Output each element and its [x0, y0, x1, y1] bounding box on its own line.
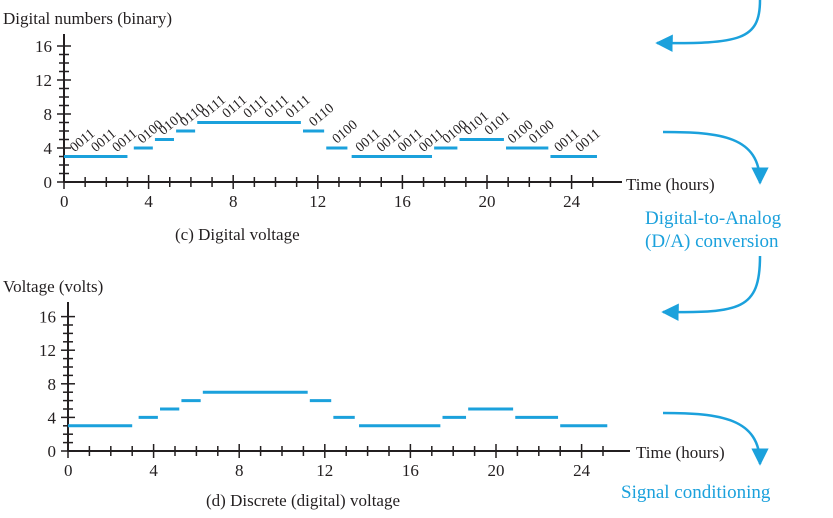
x-tick-label: 12 [309, 192, 326, 211]
y-tick-label: 4 [48, 408, 57, 427]
flow-arrow-top [655, 0, 762, 52]
flow-arrow-d2a-out [661, 255, 762, 321]
chart-c-ylabel: Digital numbers (binary) [3, 9, 172, 28]
x-tick-label: 0 [64, 461, 73, 480]
chart-d-axes [61, 302, 630, 458]
binary-label: 0011 [573, 126, 604, 155]
x-tick-label: 4 [144, 192, 153, 211]
x-tick-label: 24 [573, 461, 591, 480]
y-tick-label: 12 [39, 341, 56, 360]
flow-arrow-d2a [662, 130, 769, 185]
flow-arrow-conditioning [662, 411, 769, 466]
x-tick-label: 16 [402, 461, 419, 480]
d2a-label-line1: Digital-to-Analog [645, 208, 782, 229]
y-tick-label: 16 [39, 308, 56, 327]
chart-d-caption: (d) Discrete (digital) voltage [206, 491, 400, 510]
y-tick-label: 8 [44, 105, 53, 124]
chart-c-axes [57, 34, 622, 189]
chart-c-steps [64, 121, 597, 158]
y-tick-label: 8 [48, 375, 57, 394]
y-tick-label: 16 [35, 37, 52, 56]
chart-digital-voltage: Digital numbers (binary) Time (hours) (c… [3, 9, 715, 244]
x-tick-label: 8 [229, 192, 238, 211]
x-tick-label: 0 [60, 192, 69, 211]
y-tick-label: 4 [44, 139, 53, 158]
chart-d-tick-labels: 0 4 8 12 16 20 24 0 4 8 12 16 [39, 308, 591, 480]
x-tick-label: 12 [316, 461, 333, 480]
x-tick-label: 4 [149, 461, 158, 480]
chart-d-ylabel: Voltage (volts) [3, 277, 103, 296]
binary-label: 0011 [110, 126, 141, 155]
chart-d-steps [68, 390, 608, 428]
y-tick-label: 0 [44, 173, 53, 192]
y-tick-label: 12 [35, 71, 52, 90]
chart-c-caption: (c) Digital voltage [175, 225, 300, 244]
x-tick-label: 20 [479, 192, 496, 211]
x-tick-label: 16 [394, 192, 411, 211]
chart-c-binary-labels: 0011001100110100010101100111011101110111… [68, 93, 604, 156]
signal-conditioning-label: Signal conditioning [621, 482, 771, 503]
d2a-label-line2: (D/A) conversion [645, 231, 779, 252]
y-tick-label: 0 [48, 442, 57, 461]
x-tick-label: 24 [563, 192, 581, 211]
chart-c-xlabel: Time (hours) [626, 175, 715, 194]
chart-discrete-voltage: Voltage (volts) Time (hours) (d) Discret… [3, 277, 725, 510]
x-tick-label: 8 [235, 461, 244, 480]
chart-d-xlabel: Time (hours) [636, 443, 725, 462]
chart-c-tick-labels: 0 4 8 12 16 20 24 0 4 8 12 16 [35, 37, 581, 211]
x-tick-label: 20 [488, 461, 505, 480]
binary-label: 0011 [416, 126, 447, 155]
